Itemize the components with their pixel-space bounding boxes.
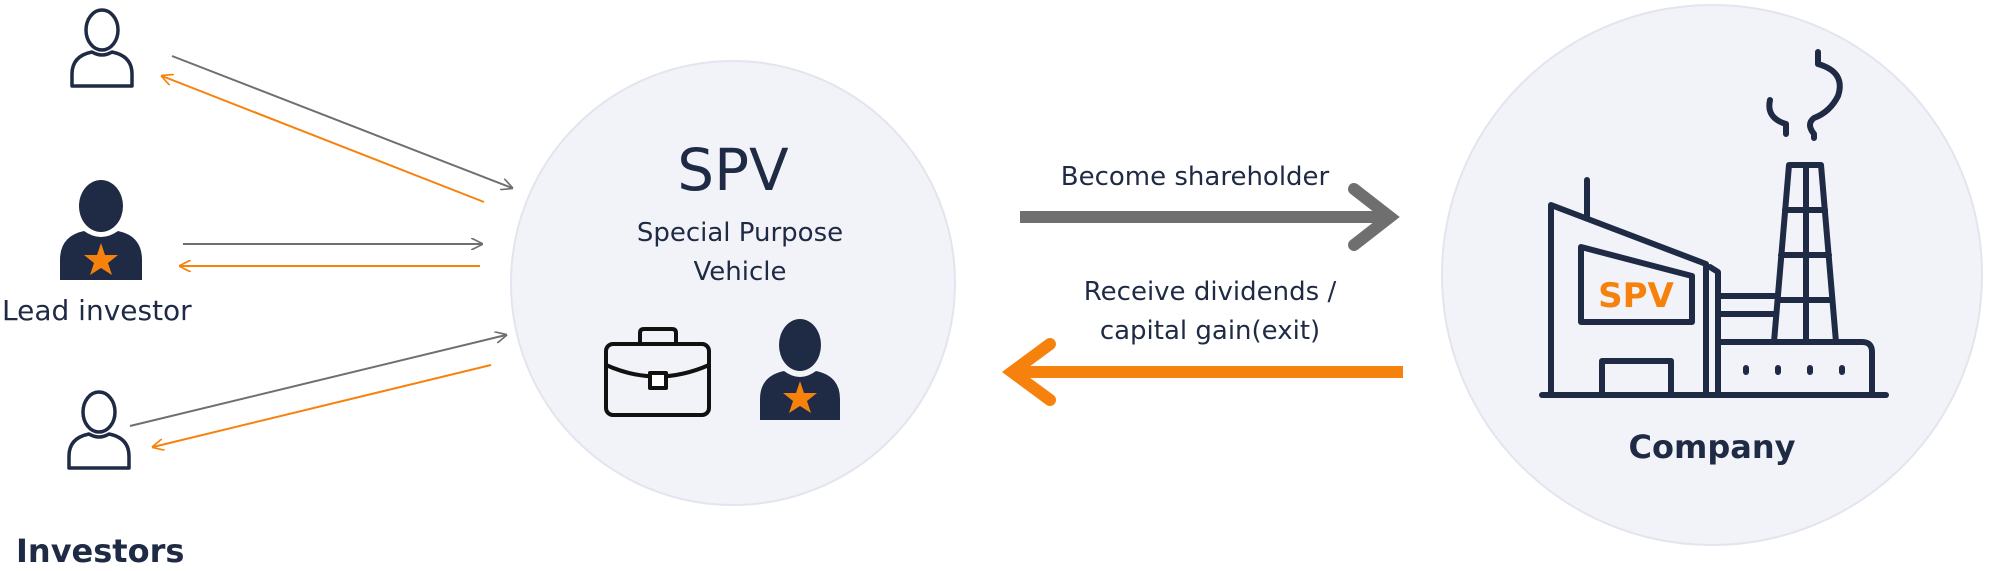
investor3-to-spv-arrow xyxy=(129,335,506,427)
investors-group-label: Investors xyxy=(16,532,184,570)
factory-icon xyxy=(1539,49,1889,398)
spv-subtitle-line1: Special Purpose xyxy=(637,218,843,248)
spv-title: SPV xyxy=(677,136,789,204)
company-sign-text: SPV xyxy=(1598,276,1674,316)
receive-dividends-arrow xyxy=(1001,338,1403,406)
spv-circle xyxy=(510,60,956,506)
company-label: Company xyxy=(1629,428,1796,466)
lead-investor-label: Lead investor xyxy=(2,294,192,327)
lead-investor-icon xyxy=(60,180,142,280)
company-circle xyxy=(1441,4,1983,546)
spv-to-investor3-arrow xyxy=(153,364,492,447)
investor-to-spv-arrow xyxy=(171,55,512,188)
become-shareholder-arrow xyxy=(1020,183,1400,251)
become-shareholder-label: Become shareholder xyxy=(1061,162,1330,192)
receive-dividends-label-line2: capital gain(exit) xyxy=(1100,316,1320,346)
briefcase-icon xyxy=(604,327,711,417)
spv-to-investor-arrow xyxy=(162,76,485,203)
person-outline-icon xyxy=(70,8,134,88)
person-outline-icon xyxy=(67,390,131,470)
lead-investor-icon xyxy=(760,319,840,420)
receive-dividends-label-line1: Receive dividends / xyxy=(1084,277,1337,307)
spv-subtitle-line2: Vehicle xyxy=(694,257,787,287)
